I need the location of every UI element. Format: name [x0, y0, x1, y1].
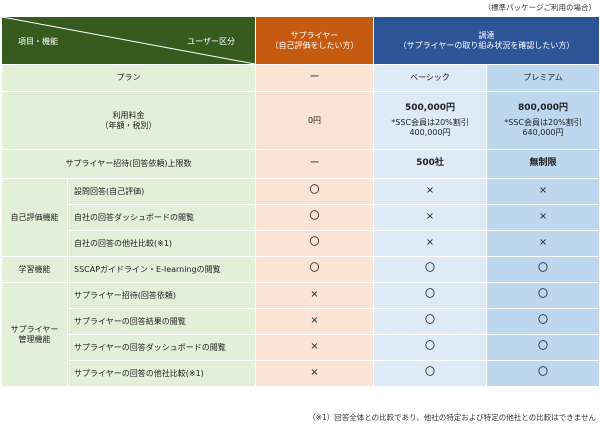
feature-label: 設問回答(自己評価)	[67, 178, 256, 205]
feature-row: 自社の回答の他社比較(※1) 〇 × ×	[2, 230, 600, 257]
feature-row: 自社の回答ダッシュボードの閲覧 〇 × ×	[2, 204, 600, 231]
header-items-user-cell: 項目・機能 ユーザー区分	[1, 16, 256, 65]
limit-label: サプライヤー招待(回答依頼)上限数	[1, 149, 256, 179]
feature-label: 自社の回答ダッシュボードの閲覧	[67, 204, 256, 231]
feature-basic-mark: 〇	[373, 360, 487, 387]
user-category-label: ユーザー区分	[187, 37, 235, 46]
feature-supplier-mark: 〇	[255, 204, 374, 231]
footnote: （※1）回答全体との比較であり、他社の特定および特定の他社との比較はできません	[308, 413, 596, 422]
diagonal-divider	[2, 17, 255, 64]
fee-premium: 800,000円 *SSC会員は20%割引 640,000円	[485, 91, 600, 150]
feature-basic-mark: 〇	[373, 334, 487, 361]
usage-note: （標準パッケージご利用の場合）	[483, 3, 596, 12]
feature-premium-mark: 〇	[485, 308, 600, 335]
feature-label: サプライヤーの回答ダッシュボードの閲覧	[67, 334, 256, 361]
plan-label: プラン	[1, 64, 256, 92]
fee-supplier: 0円	[255, 91, 374, 150]
fee-premium-discount: *SSC会員は20%割引 640,000円	[504, 118, 582, 138]
feature-row: 学習機能 SSCAPガイドライン・E-learningの閲覧 〇 〇 〇	[1, 256, 600, 283]
feature-basic-mark: ×	[373, 204, 487, 231]
feature-label: サプライヤーの回答結果の閲覧	[67, 308, 256, 335]
feature-row: サプライヤーの回答ダッシュボードの閲覧 × 〇 〇	[2, 334, 600, 361]
feature-basic-mark: ×	[373, 178, 487, 205]
feature-label: SSCAPガイドライン・E-learningの閲覧	[67, 256, 256, 283]
header-supplier: サプライヤー （自己評価をしたい方）	[255, 16, 374, 65]
invite-limit-row: サプライヤー招待(回答依頼)上限数 ー 500社 無制限	[1, 149, 600, 179]
feature-premium-mark: ×	[485, 178, 600, 205]
fee-premium-price: 800,000円	[518, 102, 568, 113]
feature-supplier-mark: 〇	[255, 256, 374, 283]
feature-basic-mark: 〇	[373, 282, 487, 309]
feature-label: サプライヤーの回答の他社比較(※1)	[67, 360, 256, 387]
limit-basic: 500社	[373, 149, 487, 179]
feature-premium-mark: 〇	[485, 334, 600, 361]
feature-basic-mark: 〇	[373, 256, 487, 283]
feature-supplier-mark: 〇	[255, 178, 374, 205]
plan-row: プラン ー ベーシック プレミアム	[1, 64, 600, 92]
limit-premium: 無制限	[485, 149, 600, 179]
fee-basic-discount: *SSC会員は20%割引 400,000円	[391, 118, 469, 138]
fee-basic-price: 500,000円	[405, 102, 455, 113]
plan-supplier: ー	[255, 64, 374, 92]
items-label: 項目・機能	[18, 37, 58, 46]
feature-premium-mark: ×	[485, 204, 600, 231]
header-procurement: 調達 （サプライヤーの取り組み状況を確認したい方）	[372, 16, 600, 65]
feature-premium-mark: 〇	[485, 256, 600, 283]
feature-basic-mark: ×	[373, 230, 487, 257]
plan-basic: ベーシック	[373, 64, 487, 92]
feature-premium-mark: 〇	[485, 282, 600, 309]
plan-premium: プレミアム	[485, 64, 600, 92]
feature-basic-mark: 〇	[373, 308, 487, 335]
feature-row: サプライヤー 管理機能 サプライヤー招待(回答依頼) × 〇 〇	[1, 282, 600, 387]
feature-supplier-mark: ×	[255, 282, 374, 309]
fee-basic: 500,000円 *SSC会員は20%割引 400,000円	[373, 91, 487, 150]
feature-supplier-mark: 〇	[255, 230, 374, 257]
feature-row: サプライヤーの回答結果の閲覧 × 〇 〇	[2, 308, 600, 335]
feature-label: サプライヤー招待(回答依頼)	[67, 282, 256, 309]
feature-premium-mark: ×	[485, 230, 600, 257]
group-supplier-mgmt: サプライヤー 管理機能	[1, 282, 68, 387]
feature-row: サプライヤーの回答の他社比較(※1) × 〇 〇	[2, 360, 600, 387]
fee-row: 利用料金 （年額・税別） 0円 500,000円 *SSC会員は20%割引 40…	[1, 91, 600, 150]
feature-label: 自社の回答の他社比較(※1)	[67, 230, 256, 257]
plan-comparison-table: 項目・機能 ユーザー区分 サプライヤー （自己評価をしたい方） 調達 （サプライ…	[1, 16, 600, 387]
feature-supplier-mark: ×	[255, 334, 374, 361]
feature-supplier-mark: ×	[255, 360, 374, 387]
feature-row: 自己評価機能 設問回答(自己評価) 〇 × ×	[1, 178, 600, 257]
header-row: 項目・機能 ユーザー区分 サプライヤー （自己評価をしたい方） 調達 （サプライ…	[1, 16, 600, 65]
limit-supplier: ー	[255, 149, 374, 179]
group-learning: 学習機能	[1, 256, 68, 283]
feature-premium-mark: 〇	[485, 360, 600, 387]
fee-label: 利用料金 （年額・税別）	[1, 91, 256, 150]
group-self-eval: 自己評価機能	[1, 178, 68, 257]
feature-supplier-mark: ×	[255, 308, 374, 335]
